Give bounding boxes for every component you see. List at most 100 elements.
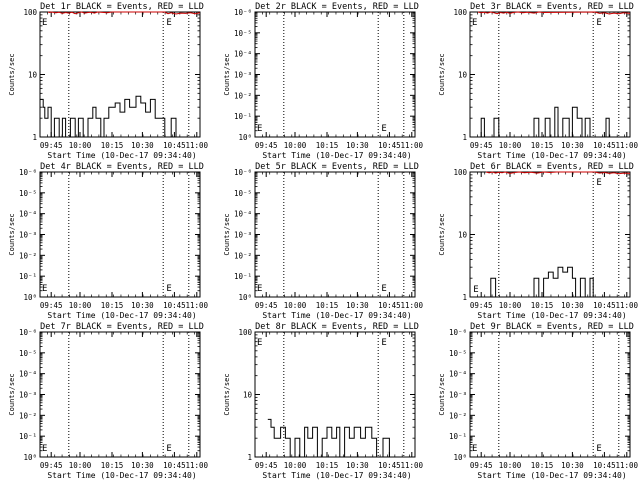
panel-title: Det 5r BLACK = Events, RED = LLD	[255, 162, 419, 172]
lld-series-line	[485, 171, 631, 175]
x-tick-label: 10:00	[69, 141, 92, 150]
x-tick-label: 11:00	[616, 141, 639, 150]
x-tick-label: 11:00	[186, 461, 209, 470]
events-series-line	[470, 106, 630, 138]
x-tick-label: 09:45	[255, 141, 278, 150]
event-marker-e: E	[42, 284, 47, 294]
y-axis-label: Counts/sec	[223, 373, 231, 415]
x-tick-label: 10:30	[561, 301, 584, 310]
detector-panel-9: Det 9r BLACK = Events, RED = LLD Counts/s…	[438, 322, 639, 480]
y-tick-label: 10⁰	[238, 293, 252, 302]
x-tick-label: 10:15	[316, 141, 339, 150]
x-tick-label: 10:30	[131, 461, 154, 470]
x-axis-label: Start Time (10-Dec-17 09:34:40)	[477, 471, 626, 480]
x-axis-label: Start Time (10-Dec-17 09:34:40)	[47, 471, 196, 480]
y-tick-label: 10⁻⁵	[234, 29, 252, 38]
lld-series-line	[47, 11, 201, 15]
event-marker-e: E	[257, 338, 262, 348]
x-tick-label: 10:00	[284, 461, 307, 470]
x-tick-label: 09:45	[470, 141, 493, 150]
y-tick-label: 10⁻²	[19, 251, 37, 260]
y-tick-label: 10⁻⁶	[19, 168, 37, 177]
x-tick-label: 10:15	[101, 461, 124, 470]
x-tick-label: 10:15	[531, 461, 554, 470]
y-tick-label: 10⁰	[453, 453, 467, 462]
x-axis-label: Start Time (10-Dec-17 09:34:40)	[262, 471, 411, 480]
y-tick-label: 10⁻²	[449, 411, 467, 420]
y-axis-label: Counts/sec	[438, 213, 446, 255]
x-axis-label: Start Time (10-Dec-17 09:34:40)	[262, 151, 411, 160]
event-marker-e: E	[381, 338, 386, 348]
x-tick-label: 10:15	[101, 141, 124, 150]
y-tick-label: 10	[458, 71, 468, 80]
x-tick-label: 09:45	[470, 301, 493, 310]
detector-panel-4: Det 4r BLACK = Events, RED = LLD Counts/s…	[8, 162, 209, 320]
x-tick-label: 10:15	[531, 141, 554, 150]
y-tick-label: 10⁰	[238, 133, 252, 142]
y-tick-label: 100	[453, 168, 467, 177]
x-tick-label: 10:00	[284, 301, 307, 310]
y-tick-label: 10⁻⁶	[19, 328, 37, 337]
plot-frame	[39, 331, 201, 458]
x-tick-label: 11:00	[186, 301, 209, 310]
y-tick-label: 10⁻¹	[234, 112, 252, 121]
panel-title: Det 9r BLACK = Events, RED = LLD	[470, 322, 634, 332]
event-marker-e: E	[42, 444, 47, 454]
panel-title: Det 2r BLACK = Events, RED = LLD	[255, 2, 419, 12]
event-marker-e: E	[166, 444, 171, 454]
x-tick-label: 11:00	[401, 301, 424, 310]
lld-series-line	[477, 11, 631, 15]
y-axis-label: Counts/sec	[8, 53, 16, 95]
x-tick-label: 10:45	[163, 461, 186, 470]
x-tick-label: 10:30	[131, 141, 154, 150]
y-axis-label: Counts/sec	[223, 213, 231, 255]
y-tick-label: 1	[462, 293, 467, 302]
event-marker-e: E	[257, 284, 262, 294]
y-tick-label: 10⁻¹	[19, 272, 37, 281]
y-tick-label: 10⁻¹	[234, 272, 252, 281]
panel-title: Det 1r BLACK = Events, RED = LLD	[40, 2, 204, 12]
x-tick-label: 09:45	[255, 301, 278, 310]
x-tick-label: 10:15	[316, 301, 339, 310]
y-tick-label: 10⁰	[23, 293, 37, 302]
x-tick-label: 10:45	[593, 141, 616, 150]
x-axis-label: Start Time (10-Dec-17 09:34:40)	[262, 311, 411, 320]
x-tick-label: 11:00	[616, 461, 639, 470]
x-tick-label: 10:30	[131, 301, 154, 310]
event-marker-e: E	[596, 444, 601, 454]
y-tick-label: 10⁻⁵	[19, 349, 37, 358]
x-tick-label: 10:00	[284, 141, 307, 150]
x-tick-label: 10:30	[346, 461, 369, 470]
x-axis-label: Start Time (10-Dec-17 09:34:40)	[477, 151, 626, 160]
events-series-line	[40, 95, 200, 138]
event-marker-e: E	[257, 124, 262, 134]
y-tick-label: 100	[238, 328, 252, 337]
x-tick-label: 09:45	[40, 141, 63, 150]
y-tick-label: 10⁻⁴	[19, 370, 37, 379]
x-tick-label: 09:45	[470, 461, 493, 470]
x-tick-label: 10:45	[163, 141, 186, 150]
x-tick-label: 09:45	[40, 461, 63, 470]
plot-frame	[254, 171, 416, 298]
y-axis-label: Counts/sec	[223, 53, 231, 95]
y-axis-label: Counts/sec	[438, 373, 446, 415]
event-marker-e: E	[381, 124, 386, 134]
x-axis-label: Start Time (10-Dec-17 09:34:40)	[47, 311, 196, 320]
x-tick-label: 10:15	[531, 301, 554, 310]
x-tick-label: 10:45	[163, 301, 186, 310]
x-tick-label: 10:30	[346, 141, 369, 150]
detector-panel-2: Det 2r BLACK = Events, RED = LLD Counts/s…	[223, 2, 424, 160]
y-tick-label: 10⁻³	[234, 231, 252, 240]
x-tick-label: 11:00	[186, 141, 209, 150]
y-tick-label: 10⁻³	[234, 71, 252, 80]
y-tick-label: 10⁰	[23, 453, 37, 462]
y-axis-label: Counts/sec	[8, 213, 16, 255]
y-tick-label: 10	[28, 71, 38, 80]
y-tick-label: 10⁻¹	[449, 432, 467, 441]
panel-title: Det 6r BLACK = Events, RED = LLD	[470, 162, 634, 172]
y-tick-label: 10	[458, 231, 468, 240]
y-tick-label: 10	[243, 391, 253, 400]
x-tick-label: 10:30	[561, 461, 584, 470]
y-tick-label: 10⁻⁵	[449, 349, 467, 358]
x-tick-label: 10:15	[101, 301, 124, 310]
